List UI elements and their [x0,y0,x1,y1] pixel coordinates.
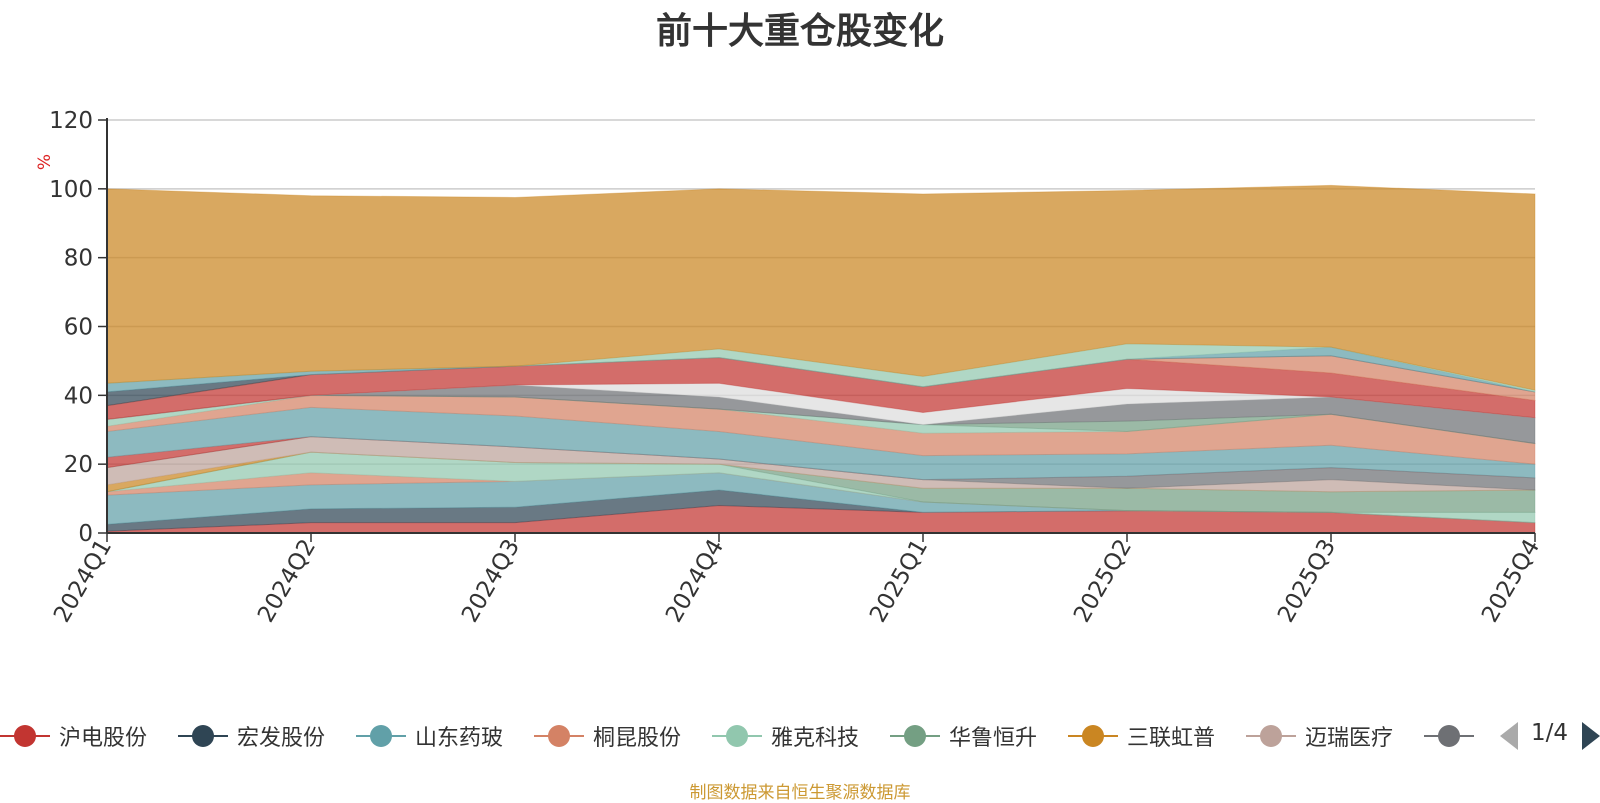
y-tick-label: 80 [64,246,93,272]
legend-dot [1260,725,1282,747]
legend-page-indicator: 1/4 [1531,720,1569,746]
y-tick-label: 60 [64,315,93,341]
legend-item[interactable]: 三联虹普 [1068,716,1215,756]
legend-label: 沪电股份 [59,726,148,751]
x-tick-label: 2025Q3 [1273,535,1341,627]
legend-dot [14,725,36,747]
legend-item[interactable]: 桐昆股份 [534,716,681,756]
y-axis-label: % [35,154,55,170]
legend-symbol-icon [1424,716,1474,756]
legend-item[interactable]: 山东药玻 [356,716,503,756]
legend-item[interactable]: 沪电股份 [0,716,147,756]
area-series-18 [106,355,1536,407]
area-series-22 [106,184,1536,391]
legend-prev-page-icon[interactable] [1500,722,1518,750]
legend-item[interactable]: 华鲁恒升 [890,716,1037,756]
x-tick-label: 2024Q2 [253,535,321,627]
legend-label: 迈瑞医疗 [1305,726,1394,751]
y-tick-label: 100 [49,177,93,203]
legend-dot [1438,725,1460,747]
legend-item[interactable]: 雅克科技 [712,716,859,756]
legend-label: 山东药玻 [415,726,504,751]
legend-pager: 1/4 [1500,716,1600,756]
legend-symbol-icon [356,716,406,756]
legend-symbol-icon [1068,716,1118,756]
x-tick-label: 2024Q3 [457,535,525,627]
legend-symbol-icon [178,716,228,756]
axes [98,118,1536,542]
legend-symbol-icon [0,716,50,756]
legend-symbol-icon [712,716,762,756]
legend-dot [1082,725,1104,747]
legend-dot [370,725,392,747]
chart-title: 前十大重仓股变化 [655,11,944,52]
legend-item[interactable]: 迈瑞医疗 [1246,716,1393,756]
legend-label: 宏发股份 [237,726,326,751]
x-tick-label: 2024Q1 [49,535,117,627]
legend-dot [548,725,570,747]
x-tick-label: 2025Q4 [1477,535,1545,627]
area-series-20 [106,346,1536,393]
x-tick-label: 2025Q1 [865,535,933,627]
x-tick-label: 2025Q2 [1069,535,1137,627]
legend-next-page-icon[interactable] [1582,722,1600,750]
legend-item[interactable]: 宏发股份 [178,716,325,756]
legend-item[interactable]: 我 [1424,716,1480,756]
legend-dot [726,725,748,747]
legend-symbol-icon [890,716,940,756]
legend-label: 桐昆股份 [593,726,682,751]
legend-label: 三联虹普 [1127,726,1216,751]
legend-dot [904,725,926,747]
legend: 沪电股份 宏发股份 山东药玻 桐昆股份 雅克科技 华鲁恒升 三联虹普 迈瑞医疗 我 [0,716,1480,756]
y-tick-label: 0 [78,521,93,547]
legend-label: 华鲁恒升 [949,726,1038,751]
legend-label: 雅克科技 [771,726,860,751]
legend-symbol-icon [1246,716,1296,756]
source-note: 制图数据来自恒生聚源数据库 [689,783,911,803]
legend-symbol-icon [534,716,584,756]
x-tick-label: 2024Q4 [661,535,729,627]
y-tick-label: 20 [64,452,93,478]
legend-dot [192,725,214,747]
y-tick-label: 120 [49,108,93,134]
y-tick-label: 40 [64,383,93,409]
area-series-group [106,184,1536,534]
